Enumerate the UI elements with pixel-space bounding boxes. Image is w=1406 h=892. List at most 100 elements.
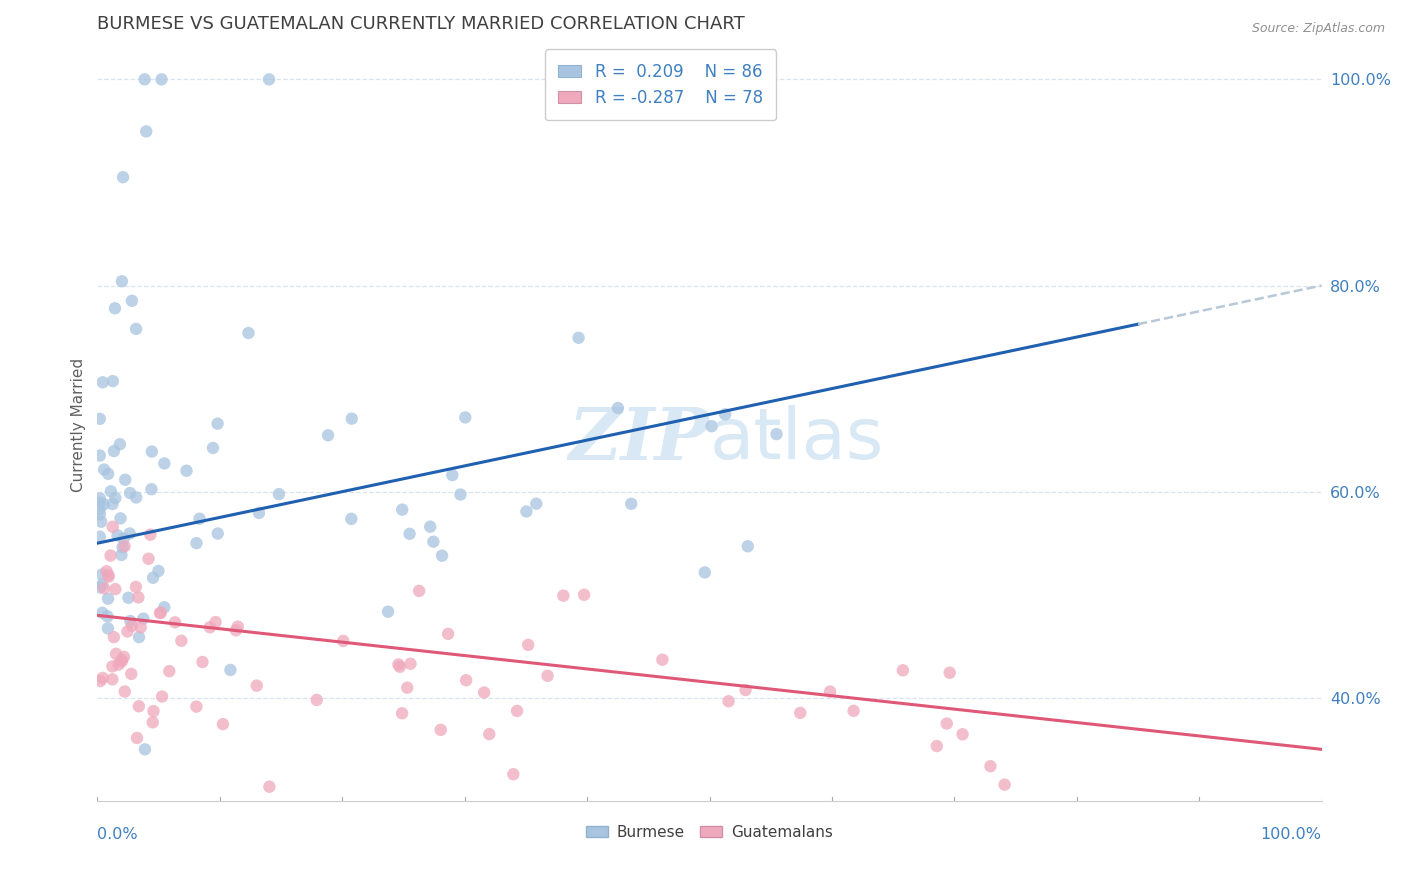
Point [118,526,141,541]
Point [89,491,111,506]
Point [207,526,229,541]
Point [391,706,413,721]
Point [101,374,124,388]
Point [91,671,114,685]
Point [186,699,208,714]
Point [429,723,451,737]
Point [437,627,460,641]
Point [111,540,134,554]
Point [212,717,235,731]
Point [398,526,420,541]
Point [441,468,464,483]
Point [651,653,673,667]
Point [93,462,115,476]
Point [118,486,141,500]
Point [141,482,163,496]
Point [104,582,127,596]
Point [191,655,214,669]
Point [110,653,132,667]
Point [101,673,124,687]
Point [101,659,124,673]
Point [430,549,453,563]
Point [340,512,363,526]
Point [149,606,172,620]
Point [105,647,128,661]
Y-axis label: Currently Married: Currently Married [72,358,86,491]
Point [186,536,208,550]
Point [408,583,430,598]
Point [332,634,354,648]
Point [316,428,339,442]
Point [97,621,120,635]
Point [89,502,111,516]
Point [135,124,157,138]
Point [305,693,328,707]
Point [789,706,811,720]
Point [925,739,948,753]
Point [120,614,142,628]
Point [111,274,134,288]
Point [399,657,422,671]
Point [104,301,127,316]
Point [97,568,120,582]
Point [101,497,124,511]
Point [201,441,224,455]
Point [818,684,841,698]
Point [620,497,643,511]
Point [567,331,589,345]
Point [97,569,120,583]
Point [340,411,363,425]
Point [142,571,165,585]
Point [138,551,160,566]
Point [93,582,115,596]
Text: ZIP: ZIP [568,404,710,475]
Point [717,694,740,708]
Point [110,548,132,562]
Point [257,72,280,87]
Point [114,473,136,487]
Point [449,487,471,501]
Point [142,715,165,730]
Point [388,660,411,674]
Point [994,778,1017,792]
Point [572,588,595,602]
Point [112,170,135,185]
Point [91,606,114,620]
Point [204,615,226,629]
Point [100,484,122,499]
Point [125,731,148,745]
Point [419,519,441,533]
Point [132,611,155,625]
Point [114,539,136,553]
Point [506,704,529,718]
Point [714,408,737,422]
Point [97,467,120,481]
Point [139,527,162,541]
Point [391,502,413,516]
Point [456,673,478,688]
Point [153,457,176,471]
Point [165,615,187,630]
Point [238,326,260,340]
Point [89,674,111,689]
Point [107,528,129,542]
Point [91,376,114,390]
Point [120,666,142,681]
Text: BURMESE VS GUATEMALAN CURRENTLY MARRIED CORRELATION CHART: BURMESE VS GUATEMALAN CURRENTLY MARRIED … [97,15,745,33]
Point [89,580,111,594]
Point [89,495,111,509]
Point [108,437,131,451]
Point [693,566,716,580]
Point [153,600,176,615]
Point [96,564,118,578]
Point [246,679,269,693]
Point [100,549,122,563]
Point [134,72,156,87]
Point [111,654,134,668]
Point [422,534,444,549]
Point [219,663,242,677]
Point [700,419,723,434]
Point [150,690,173,704]
Point [101,520,124,534]
Point [121,619,143,633]
